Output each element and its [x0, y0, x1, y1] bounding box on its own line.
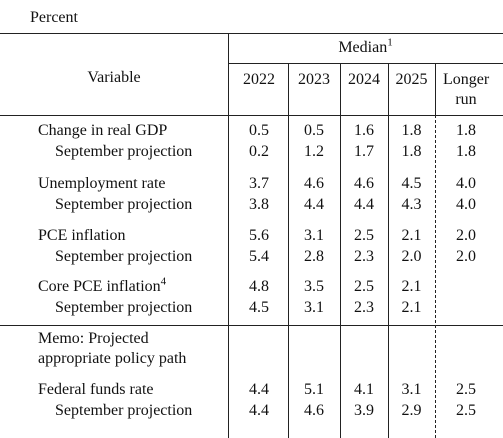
cell-value: 4.8: [249, 278, 269, 295]
cell-value: 4.6: [304, 402, 324, 419]
cell-value: 4.4: [249, 402, 269, 419]
row-label: PCE inflation: [38, 226, 126, 246]
column-header: 2024: [348, 71, 380, 88]
cell-value: 1.8: [456, 122, 476, 139]
cell-value: 4.1: [354, 381, 374, 398]
cell-value: 0.2: [249, 143, 269, 160]
column-header: 2022: [243, 71, 275, 88]
cell-value: 2.5: [354, 227, 374, 244]
cell-value: 4.0: [456, 196, 476, 213]
cell-value: 1.7: [354, 143, 374, 160]
median-header: Median1: [228, 36, 503, 58]
rule: [0, 115, 503, 116]
cell-value: 5.4: [249, 248, 269, 265]
column-header: 2025: [395, 71, 428, 88]
cell-value: 4.5: [249, 299, 269, 316]
cell-value: 3.5: [304, 278, 324, 295]
cell-value: 0.5: [249, 122, 269, 139]
cell-value: 2.1: [401, 299, 422, 316]
row-label-text: September projection: [55, 299, 193, 316]
cell-value: 2.3: [354, 299, 374, 316]
cell-value: 5.6: [249, 227, 269, 244]
row-label-text: Unemployment rate: [38, 175, 166, 192]
row-label-text: September projection: [55, 196, 193, 213]
row-label: September projection: [55, 142, 192, 162]
row-label-text: Core PCE inflation: [38, 278, 161, 295]
cell-value: 2.0: [401, 248, 422, 265]
footnote-mark: 4: [160, 275, 167, 288]
cell-value: 1.8: [456, 143, 476, 160]
cell-value: 2.1: [401, 278, 422, 295]
row-label: Unemployment rate: [38, 174, 166, 194]
rule: [435, 115, 436, 438]
cell-value: 2.9: [401, 402, 422, 419]
cell-value: 4.0: [456, 175, 476, 192]
row-label: Change in real GDP: [38, 121, 167, 141]
cell-value: 3.1: [401, 381, 422, 398]
column-header: Longer run: [443, 71, 490, 108]
cell-value: 2.5: [354, 278, 374, 295]
row-label-text: Change in real GDP: [38, 122, 168, 139]
rule: [340, 63, 341, 438]
rule: [0, 325, 503, 326]
row-label-text: September projection: [55, 143, 193, 160]
rule: [388, 63, 389, 438]
rule: [288, 63, 289, 438]
row-label-text: PCE inflation: [38, 227, 126, 244]
cell-value: 1.2: [304, 143, 324, 160]
cell-value: 3.7: [249, 175, 269, 192]
cell-value: 2.8: [304, 248, 324, 265]
memo-line: appropriate policy path: [38, 350, 187, 367]
median-label: Median: [338, 39, 388, 56]
memo-line: Memo: Projected: [38, 330, 149, 347]
cell-value: 3.8: [249, 196, 269, 213]
cell-value: 2.3: [354, 248, 374, 265]
cell-value: 1.8: [401, 143, 422, 160]
row-label: Federal funds rate: [38, 380, 154, 400]
row-label-text: September projection: [55, 402, 193, 419]
cell-value: 5.1: [304, 381, 324, 398]
cell-value: 3.9: [354, 402, 374, 419]
caption: Percent: [30, 9, 78, 26]
cell-value: 2.5: [456, 402, 476, 419]
row-label: September projection: [55, 401, 192, 421]
cell-value: 2.5: [456, 381, 476, 398]
row-label-text: September projection: [55, 248, 193, 265]
cell-value: 2.1: [401, 227, 422, 244]
cell-value: 4.4: [249, 381, 269, 398]
cell-value: 4.5: [401, 175, 422, 192]
footnote-mark: 1: [387, 36, 393, 49]
row-label: Core PCE inflation4: [38, 275, 167, 297]
cell-value: 4.3: [401, 196, 422, 213]
cell-value: 4.6: [354, 175, 374, 192]
cell-value: 0.5: [304, 122, 324, 139]
cell-value: 4.6: [304, 175, 324, 192]
row-label: September projection: [55, 195, 192, 215]
row-label: September projection: [55, 298, 192, 318]
cell-value: 2.0: [456, 227, 476, 244]
variable-header: Variable: [87, 69, 141, 86]
cell-value: 1.6: [354, 122, 374, 139]
column-header: 2023: [298, 71, 330, 88]
rule: [435, 63, 436, 115]
cell-value: 1.8: [401, 122, 422, 139]
cell-value: 4.4: [354, 196, 374, 213]
rule: [228, 33, 229, 438]
cell-value: 3.1: [304, 299, 324, 316]
cell-value: 4.4: [304, 196, 324, 213]
rule: [228, 63, 503, 64]
cell-value: 2.0: [456, 248, 476, 265]
rule: [0, 33, 503, 34]
row-label: September projection: [55, 247, 192, 267]
cell-value: 3.1: [304, 227, 324, 244]
row-label-text: Federal funds rate: [38, 381, 154, 398]
